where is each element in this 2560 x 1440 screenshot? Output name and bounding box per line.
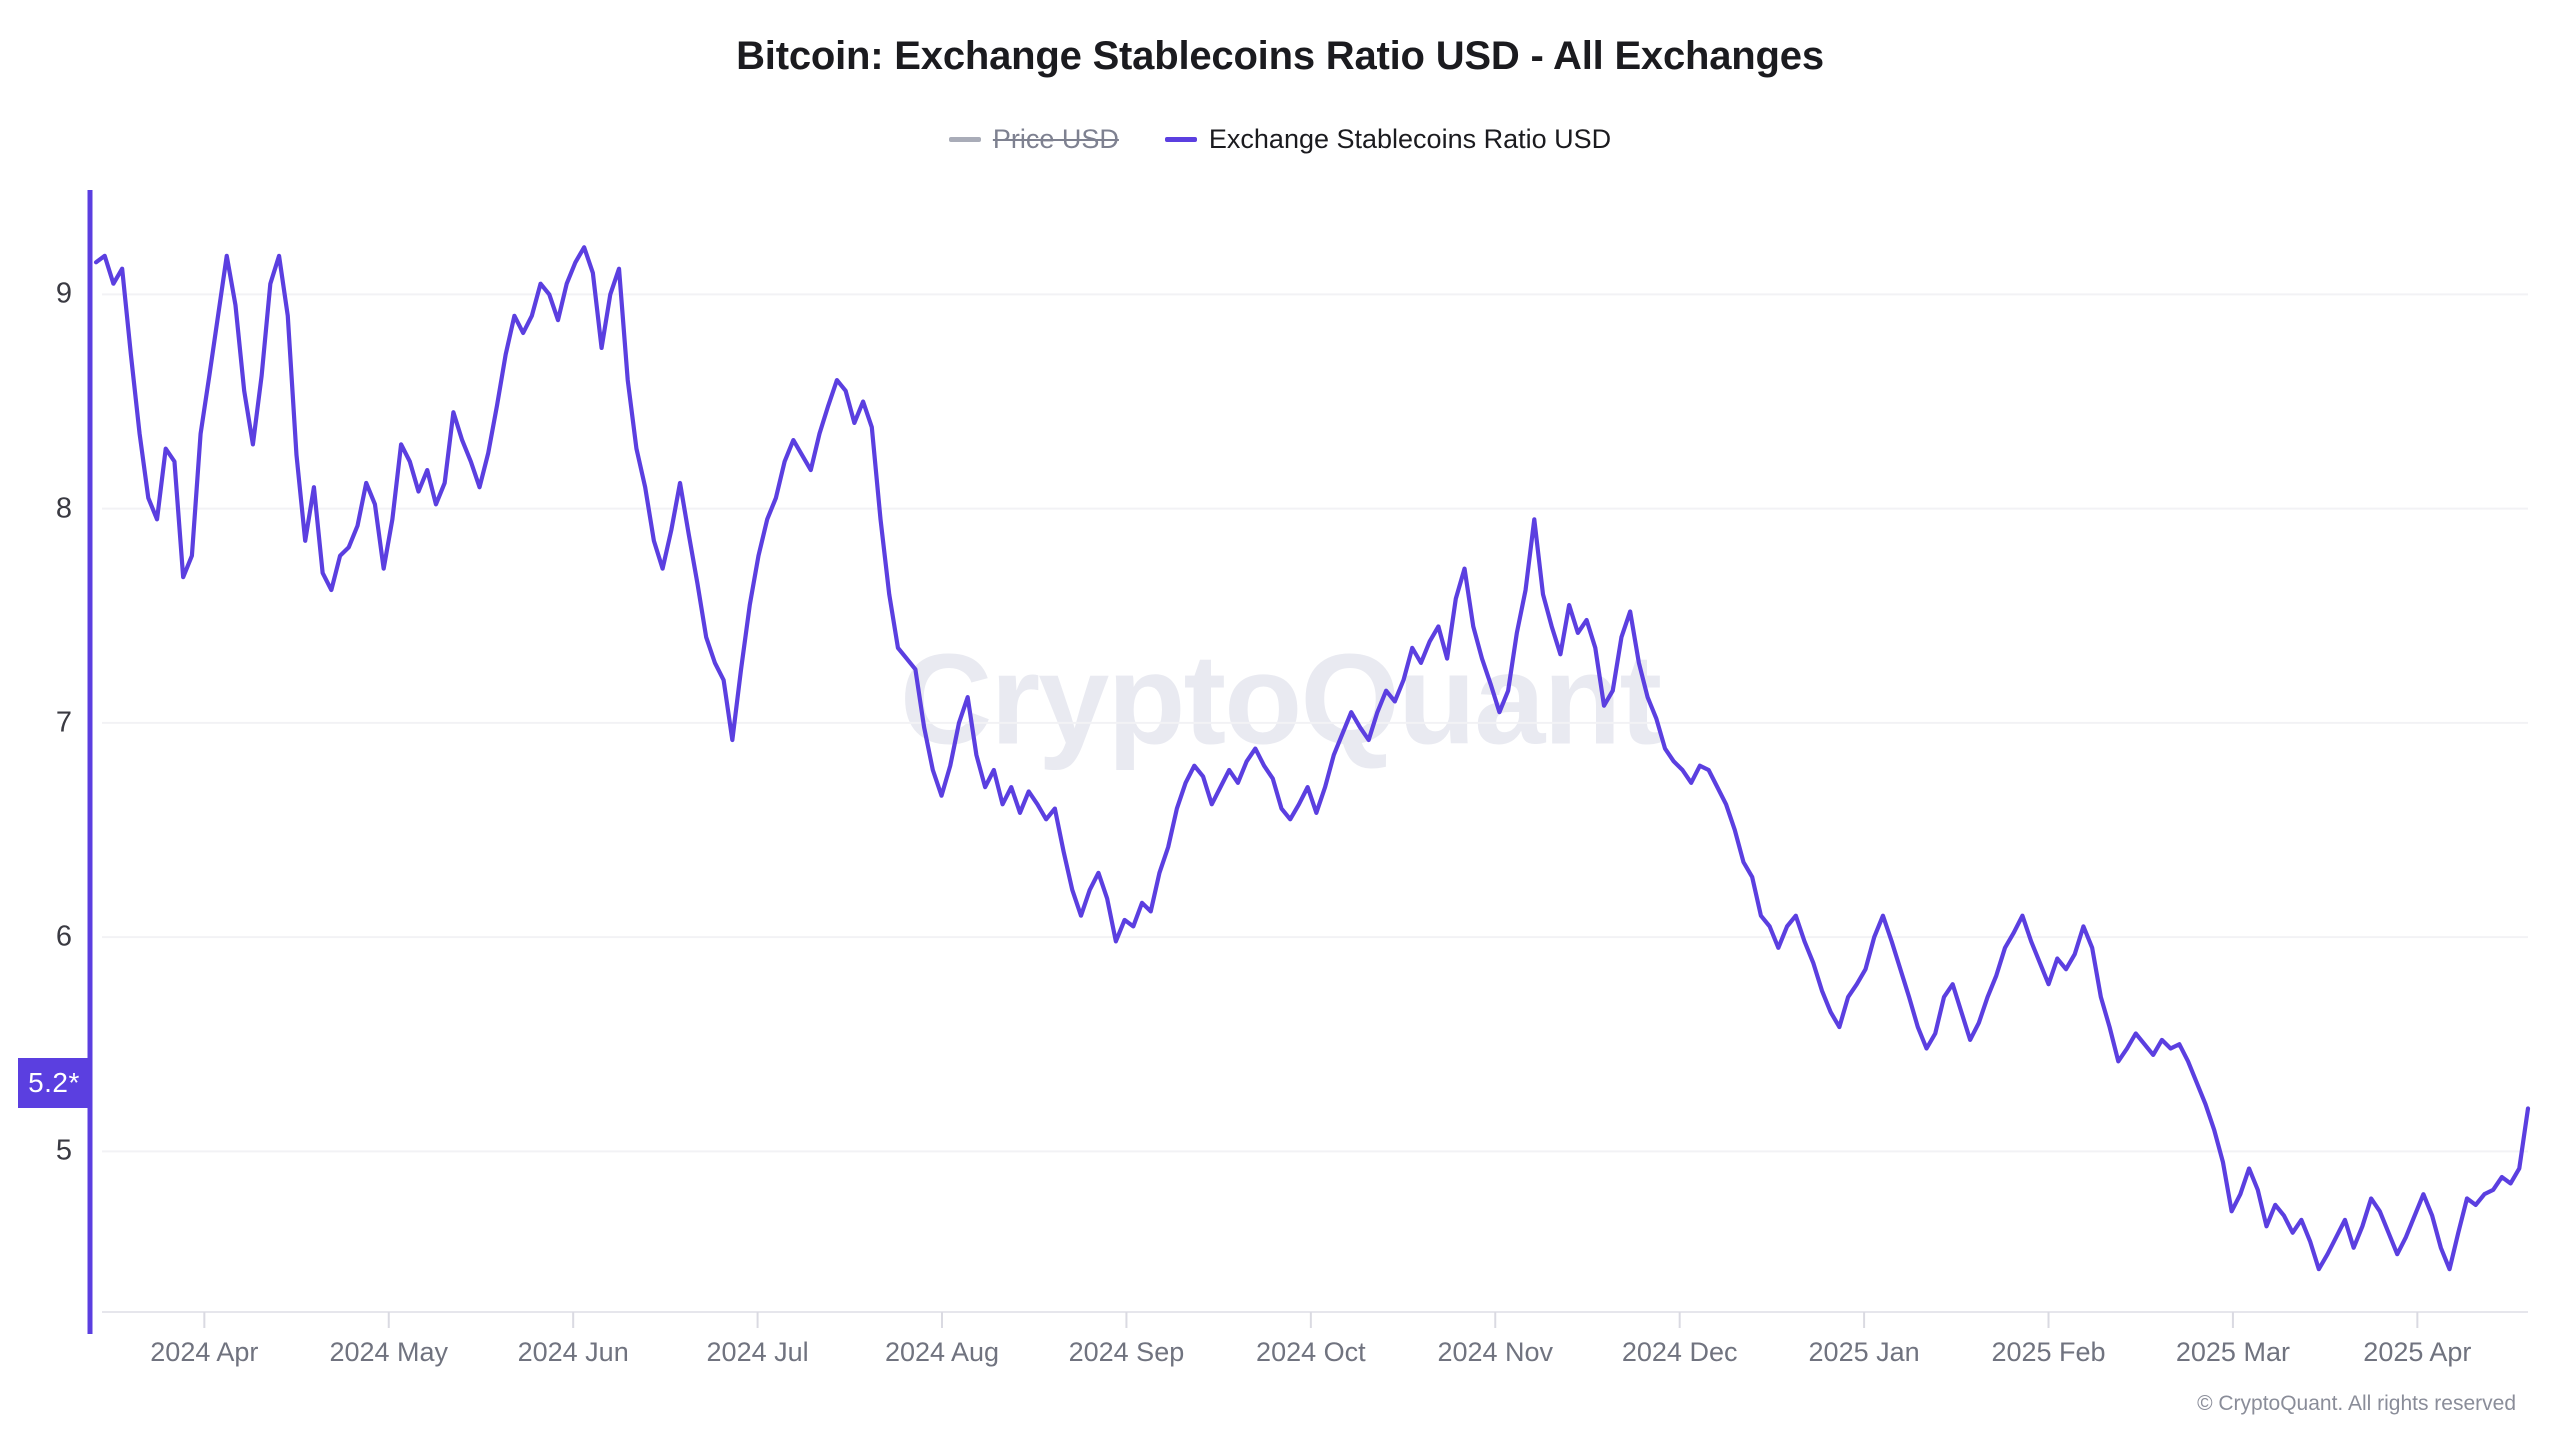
y-axis: 5 6 7 8 9 (0, 0, 74, 1440)
x-axis-tick-label: 2024 Jun (517, 1337, 629, 1367)
x-axis-tick-label: 2024 Oct (1256, 1337, 1366, 1367)
x-axis-tick-label: 2025 Feb (1991, 1337, 2106, 1367)
x-axis-tick-label: 2024 Dec (1621, 1337, 1738, 1367)
copyright-footer: © CryptoQuant. All rights reserved (2197, 1392, 2516, 1415)
legend-marker-price-usd (948, 137, 981, 142)
x-axis-tick-label: 2024 Sep (1068, 1337, 1185, 1367)
legend-item-exchange-stablecoins-ratio-usd[interactable]: Exchange Stablecoins Ratio USD (1164, 124, 1612, 155)
x-axis-tick-label: 2025 Mar (2175, 1337, 2290, 1367)
x-axis-tick-label: 2024 Nov (1437, 1337, 1554, 1367)
legend-label-price-usd: Price USD (992, 124, 1119, 154)
y-axis-tick-label: 8 (55, 492, 72, 525)
x-axis: 2024 Apr 2024 May 2024 Jun 2024 Jul 2024 Aug… (0, 1337, 2560, 1377)
x-axis-tick-label: 2024 Apr (150, 1337, 259, 1367)
legend-label-exchange-stablecoins-ratio-usd: Exchange Stablecoins Ratio USD (1208, 124, 1612, 154)
current-value-badge: 5.2* (18, 1058, 90, 1109)
y-axis-tick-label: 5 (55, 1134, 72, 1167)
x-axis-tick-label: 2024 Aug (884, 1337, 1000, 1367)
y-axis-tick-label: 9 (55, 277, 72, 310)
y-axis-tick-label: 6 (55, 920, 72, 953)
x-axis-tick-label: 2025 Apr (2363, 1337, 2472, 1367)
legend-marker-exchange-stablecoins-ratio-usd (1164, 137, 1197, 142)
x-axis-tick-label: 2025 Jan (1808, 1337, 1920, 1367)
x-axis-tick-label: 2024 May (329, 1337, 449, 1367)
chart-legend: Price USD Exchange Stablecoins Ratio USD (0, 124, 2560, 155)
x-axis-tick-label: 2024 Jul (706, 1337, 809, 1367)
legend-item-price-usd[interactable]: Price USD (948, 124, 1119, 155)
page-title: Bitcoin: Exchange Stablecoins Ratio USD … (736, 34, 1824, 78)
y-axis-tick-label: 7 (55, 706, 72, 739)
